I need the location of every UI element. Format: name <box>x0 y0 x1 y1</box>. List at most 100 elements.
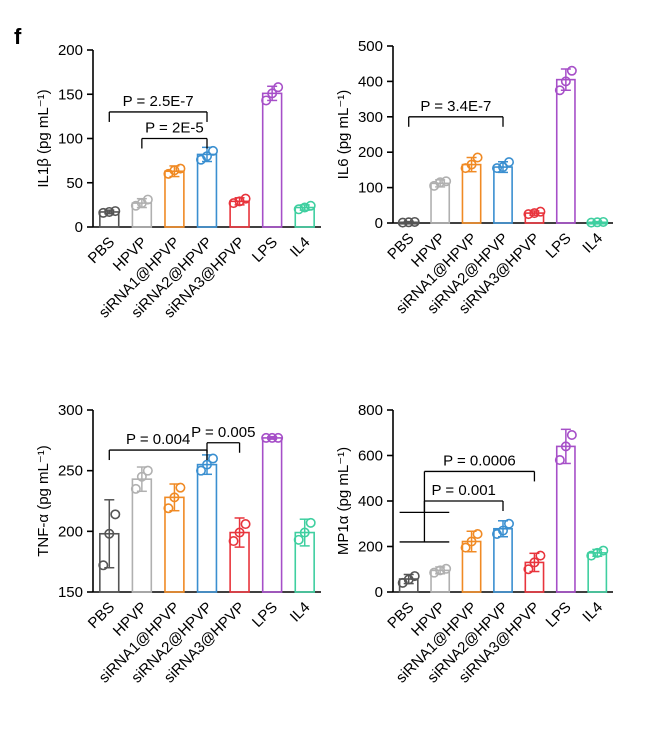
data-point <box>130 483 141 494</box>
data-point <box>466 159 477 170</box>
y-tick-label: 500 <box>358 38 383 55</box>
bar-sirna2-hpvp <box>196 153 218 228</box>
x-tick-label: IL4 <box>579 599 606 626</box>
p-value-label: P = 3.4E-7 <box>420 98 491 115</box>
data-point <box>299 202 310 213</box>
y-tick-label: 200 <box>358 144 383 161</box>
data-point <box>554 455 565 466</box>
data-point <box>305 517 316 528</box>
data-point <box>441 563 452 574</box>
data-point <box>586 217 597 228</box>
bar-sirna2-hpvp <box>196 463 218 593</box>
x-tick-label: LPS <box>543 599 575 631</box>
data-point <box>228 536 239 547</box>
data-point <box>497 162 508 173</box>
data-point <box>175 482 186 493</box>
y-tick-label: 400 <box>358 493 383 510</box>
data-point <box>535 550 546 561</box>
data-point <box>598 545 609 556</box>
bar-lps <box>261 92 283 228</box>
data-point <box>441 176 452 187</box>
bar-lps <box>555 78 576 224</box>
data-point <box>202 151 213 162</box>
panel-label: f <box>14 24 22 49</box>
data-point <box>142 194 153 205</box>
data-point <box>566 65 577 76</box>
bar-hpvp <box>131 478 153 593</box>
data-point <box>491 163 502 174</box>
data-point <box>529 557 540 568</box>
bar-il4 <box>587 552 608 593</box>
data-point <box>529 208 540 219</box>
x-tick-label: IL4 <box>579 230 606 257</box>
data-point <box>466 536 477 547</box>
y-tick-label: 100 <box>58 131 83 148</box>
data-point <box>234 196 245 207</box>
data-point <box>460 542 471 553</box>
data-point <box>592 547 603 558</box>
data-point <box>228 198 239 209</box>
data-point <box>267 88 278 99</box>
data-point <box>169 492 180 503</box>
bar-sirna1-hpvp <box>164 170 185 228</box>
y-axis-label: IL6 (pg mL⁻¹) <box>335 90 352 180</box>
p-value-label: P = 2.5E-7 <box>123 93 194 110</box>
data-point <box>523 209 534 220</box>
y-tick-label: 150 <box>58 584 83 601</box>
y-tick-label: 800 <box>358 402 383 419</box>
x-tick-label: LPS <box>249 599 281 631</box>
y-tick-label: 200 <box>58 523 83 540</box>
data-point <box>261 95 272 106</box>
data-point <box>98 207 109 218</box>
data-point <box>136 471 147 482</box>
data-point <box>409 216 420 227</box>
data-point <box>208 145 219 156</box>
y-tick-label: 0 <box>375 215 383 232</box>
data-point <box>208 453 219 464</box>
y-tick-label: 200 <box>58 42 83 59</box>
y-tick-label: 50 <box>66 175 83 192</box>
bar-sirna1-hpvp <box>461 163 482 224</box>
y-axis-label: IL1β (pg mL⁻¹) <box>35 89 52 187</box>
y-axis-label: TNF-α (pg mL⁻¹) <box>35 445 52 557</box>
data-point <box>535 206 546 217</box>
data-point <box>104 528 115 539</box>
data-point <box>130 200 141 211</box>
bar-sirna1-hpvp <box>164 496 185 593</box>
data-point <box>169 165 180 176</box>
bar-lps <box>261 437 283 593</box>
y-tick-label: 300 <box>58 402 83 419</box>
data-point <box>435 565 446 576</box>
data-point <box>110 509 121 520</box>
data-point <box>429 567 440 578</box>
data-point <box>98 560 109 571</box>
data-point <box>560 441 571 452</box>
data-point <box>397 217 408 228</box>
p-value-label: P = 0.001 <box>432 482 496 499</box>
data-point <box>299 527 310 538</box>
x-tick-label: IL4 <box>287 599 314 626</box>
data-point <box>503 157 514 168</box>
p-value-label: P = 2E-5 <box>145 120 204 137</box>
data-point <box>293 534 304 545</box>
data-point <box>403 217 414 228</box>
data-point <box>305 200 316 211</box>
y-tick-label: 0 <box>75 219 83 236</box>
y-tick-label: 0 <box>375 584 383 601</box>
y-axis-label: MP1α (pg mL⁻¹) <box>335 447 352 555</box>
data-point <box>293 204 304 215</box>
data-point <box>560 76 571 87</box>
data-point <box>273 432 284 443</box>
p-value-label: P = 0.005 <box>191 424 255 441</box>
data-point <box>110 206 121 217</box>
data-point <box>163 503 174 514</box>
data-point <box>202 459 213 470</box>
data-point <box>497 525 508 536</box>
y-tick-label: 250 <box>58 463 83 480</box>
data-point <box>240 519 251 530</box>
data-point <box>104 206 115 217</box>
y-tick-label: 600 <box>358 448 383 465</box>
y-tick-label: 200 <box>358 539 383 556</box>
